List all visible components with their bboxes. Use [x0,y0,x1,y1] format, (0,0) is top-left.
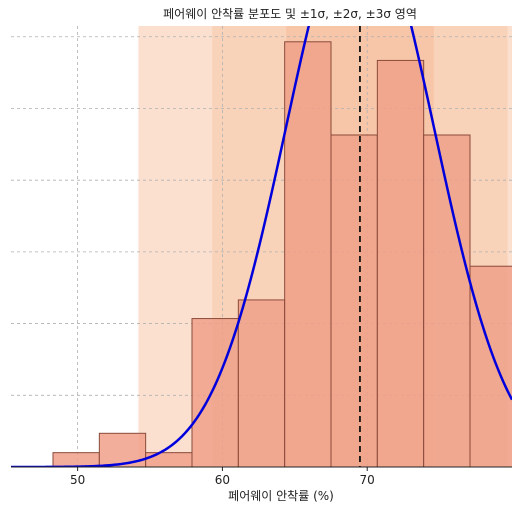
plot-area [11,26,512,467]
histogram-bar [469,265,512,467]
histogram-bar [330,134,378,467]
histogram-bar [52,452,100,467]
histogram-bar [237,299,286,467]
histogram-bar [376,59,425,467]
chart-title: 페어웨이 안착률 분포도 및 ±1σ, ±2σ, ±3σ 영역 [163,7,417,21]
x-tick-label: 50 [70,473,85,487]
x-ticks: 50 60 70 [70,467,375,487]
normal-curve [11,26,512,467]
histogram-bar [284,41,332,467]
x-axis-label: 페어웨이 안착률 (%) [228,489,334,503]
x-tick-label: 70 [360,473,375,487]
x-tick-label: 60 [215,473,230,487]
